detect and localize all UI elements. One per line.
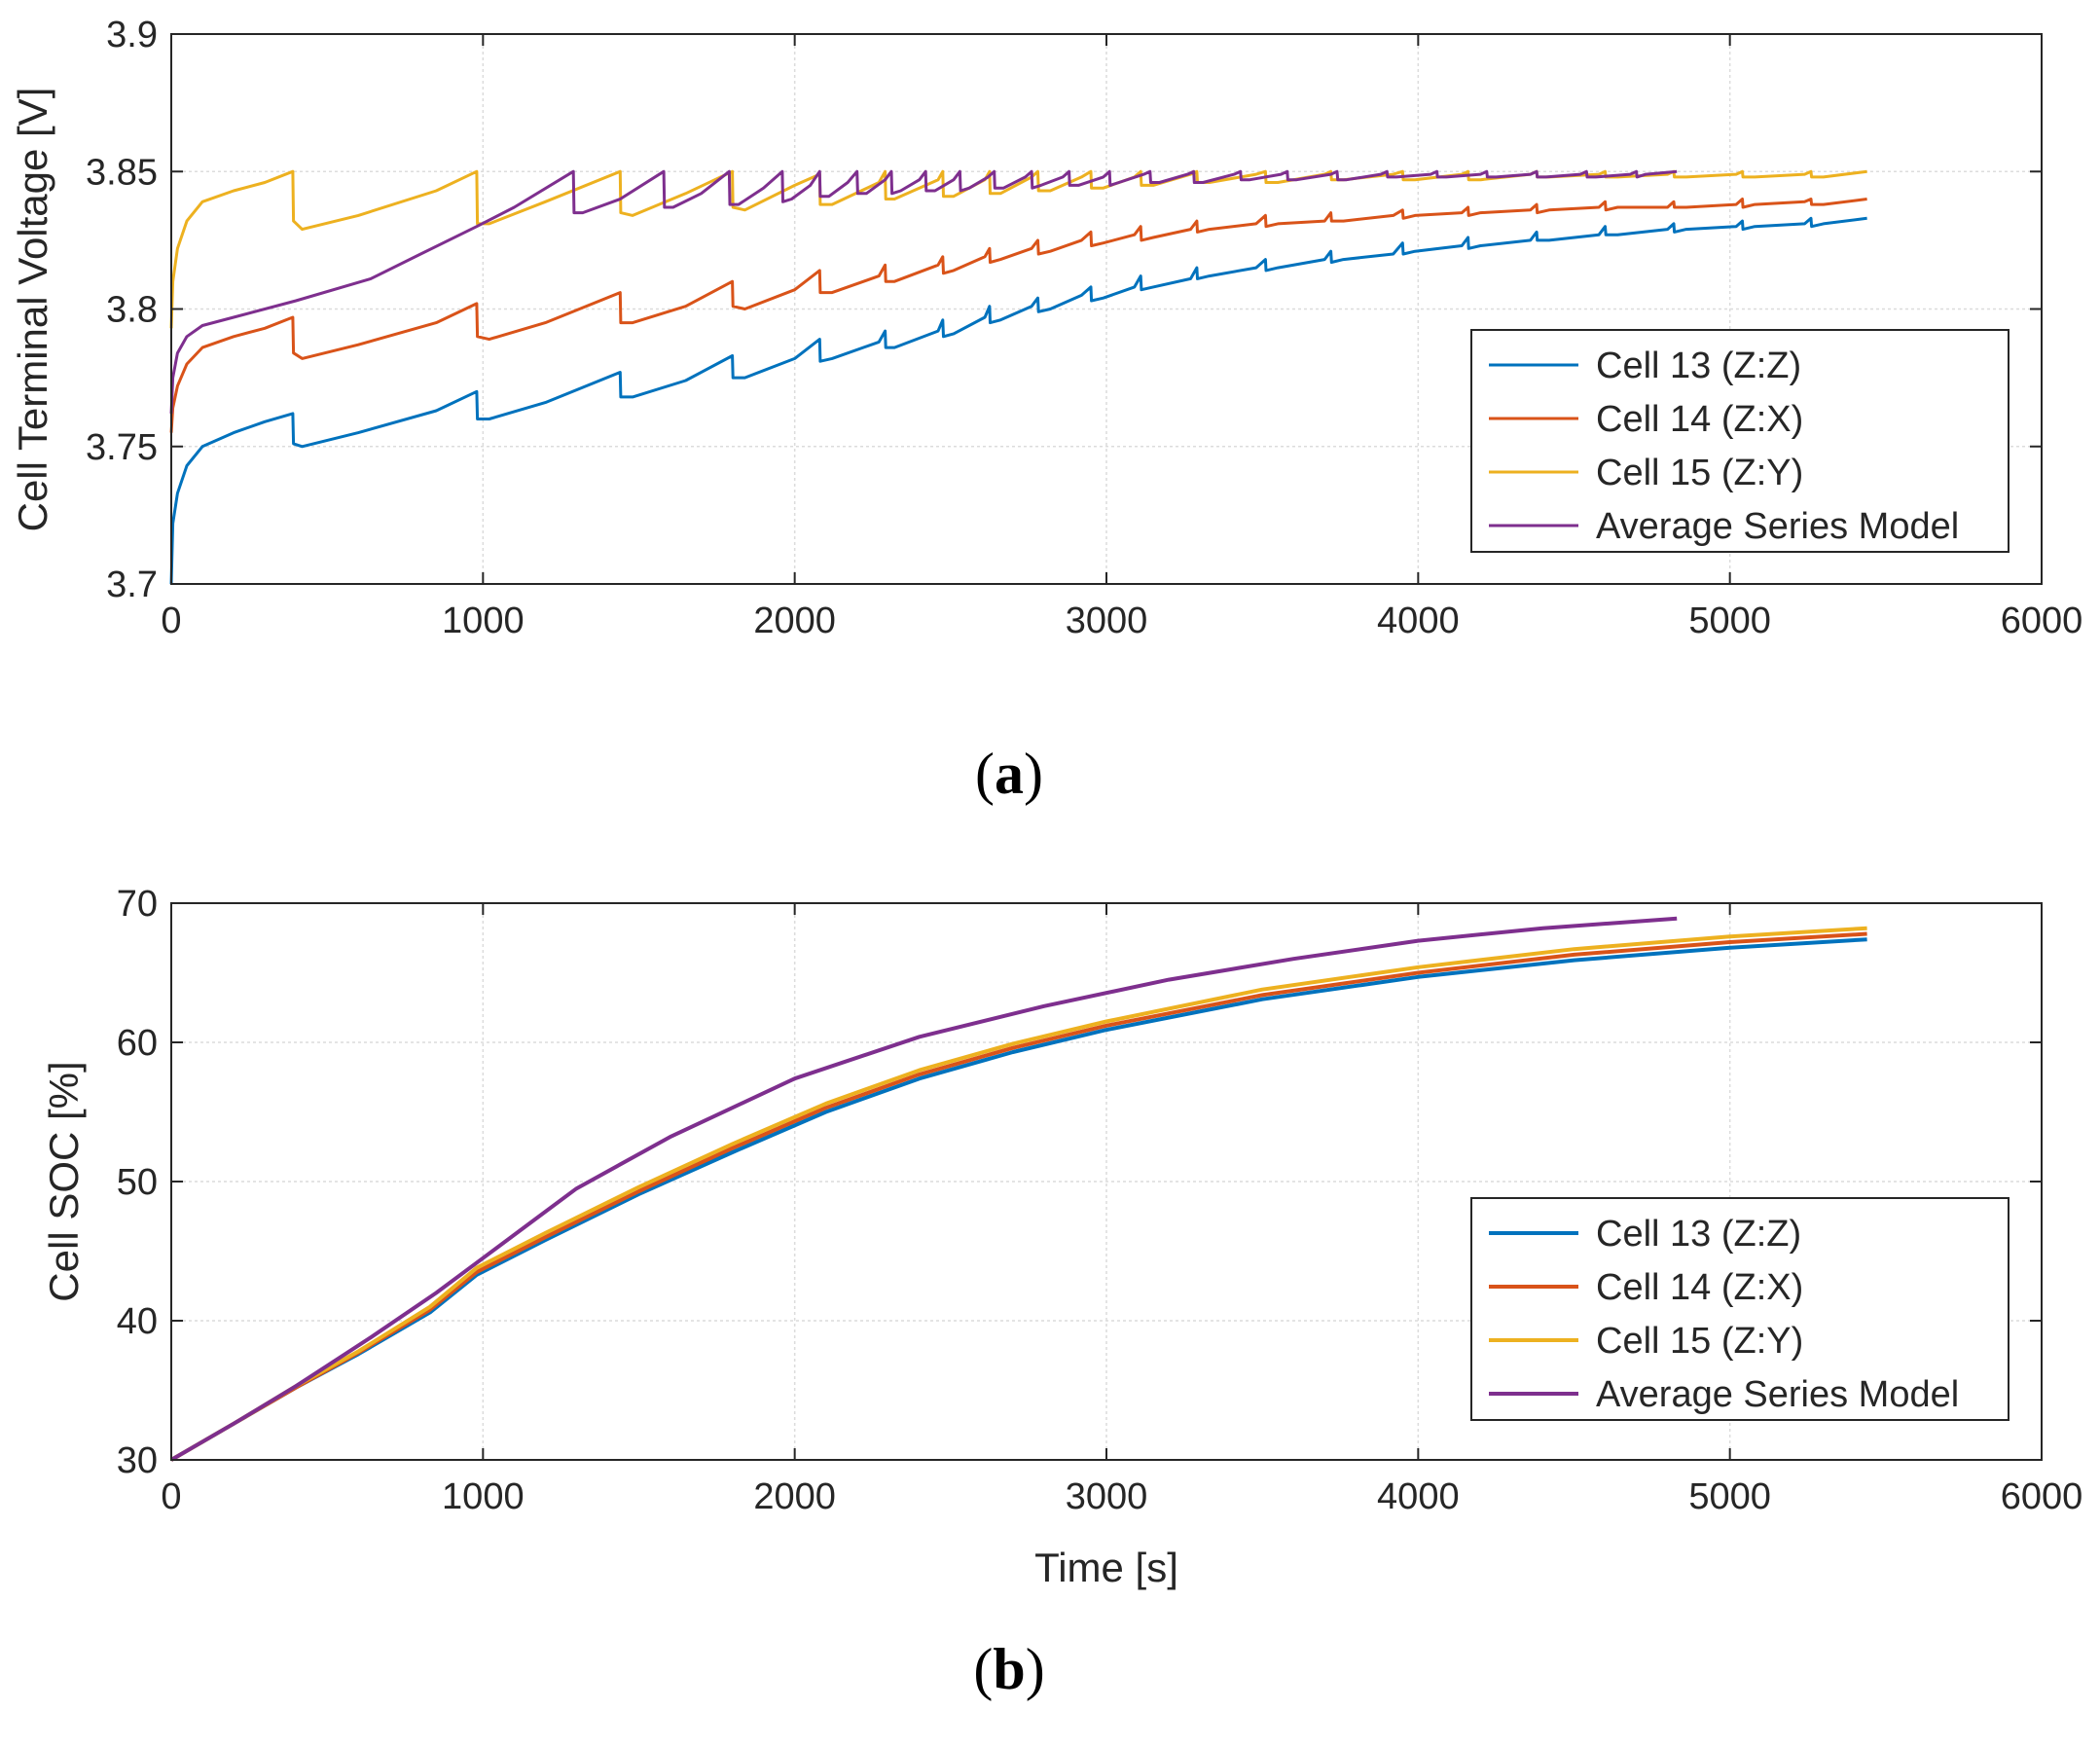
panel-label-part: ): [1026, 1637, 1045, 1701]
x-axis-label: Time [s]: [1034, 1545, 1178, 1590]
panel-label: (a): [975, 742, 1043, 806]
series-line-average-series-model: [169, 169, 1678, 414]
legend-entry-label: Cell 13 (Z:Z): [1596, 346, 1801, 386]
series-line-cell-13-z-z: [169, 216, 1867, 585]
x-tick-label: 5000: [1688, 1476, 1771, 1517]
panel-label-part: (: [973, 1637, 993, 1701]
x-tick-label: 5000: [1688, 601, 1771, 641]
panel-label-part: (: [975, 742, 995, 806]
x-tick-label: 0: [161, 1476, 181, 1517]
y-tick-label: 60: [117, 1023, 158, 1064]
legend: Cell 13 (Z:Z) Cell 14 (Z:X) Cell 15 (Z:Y) A…: [1470, 329, 2009, 553]
y-tick-label: 50: [117, 1162, 158, 1203]
chart-panel-b: 0 1000 2000 3000 4000 5000 6000 30 40 50 60 70 Cell …: [41, 884, 2082, 1701]
chart-panel-a: 0 1000 2000 3000 4000 5000 6000 3.7 3.75 3.8 3.85 3…: [10, 15, 2082, 806]
panel-label-part: ): [1024, 742, 1043, 806]
panel-label-part: b: [993, 1637, 1025, 1701]
panel-label: (b): [973, 1637, 1044, 1701]
x-tick-label: 1000: [442, 1476, 525, 1517]
series-line-average-series-model: [169, 916, 1678, 1462]
legend-entry-label: Cell 13 (Z:Z): [1596, 1214, 1801, 1255]
legend-entry-label: Average Series Model: [1596, 1374, 1959, 1415]
x-tick-label: 6000: [2001, 1476, 2083, 1517]
x-tick-label: 0: [161, 601, 181, 641]
y-tick-label: 3.8: [106, 290, 158, 331]
y-tick-label: 3.7: [106, 564, 158, 605]
x-tick-label: 3000: [1066, 601, 1148, 641]
legend-entry-label: Cell 15 (Z:Y): [1596, 1321, 1803, 1362]
y-tick-label: 3.85: [86, 152, 158, 193]
x-tick-label: 2000: [753, 1476, 836, 1517]
x-tick-label: 6000: [2001, 601, 2083, 641]
series-line-cell-14-z-x: [169, 198, 1867, 433]
legend: Cell 13 (Z:Z) Cell 14 (Z:X) Cell 15 (Z:Y) A…: [1470, 1197, 2009, 1421]
y-axis-label: Cell SOC [%]: [41, 1061, 87, 1301]
series-line-cell-15-z-y: [169, 926, 1867, 1462]
legend-box: [1470, 329, 2009, 553]
y-axis-label: Cell Terminal Voltage [V]: [10, 88, 55, 532]
y-tick-label: 3.9: [106, 15, 158, 55]
x-tick-label: 3000: [1066, 1476, 1148, 1517]
legend-entry-label: Average Series Model: [1596, 506, 1959, 547]
legend-entry-label: Cell 14 (Z:X): [1596, 399, 1803, 440]
x-tick-label: 4000: [1377, 1476, 1460, 1517]
y-tick-label: 30: [117, 1440, 158, 1481]
y-tick-label: 3.75: [86, 427, 158, 468]
series-line-cell-15-z-y: [169, 169, 1867, 329]
y-tick-label: 70: [117, 884, 158, 925]
y-tick-label: 40: [117, 1301, 158, 1342]
legend-entry-label: Cell 14 (Z:X): [1596, 1267, 1803, 1308]
legend-entry-label: Cell 15 (Z:Y): [1596, 453, 1803, 493]
x-tick-label: 2000: [753, 601, 836, 641]
panel-label-part: a: [995, 742, 1024, 806]
x-tick-label: 4000: [1377, 601, 1460, 641]
x-tick-label: 1000: [442, 601, 525, 641]
